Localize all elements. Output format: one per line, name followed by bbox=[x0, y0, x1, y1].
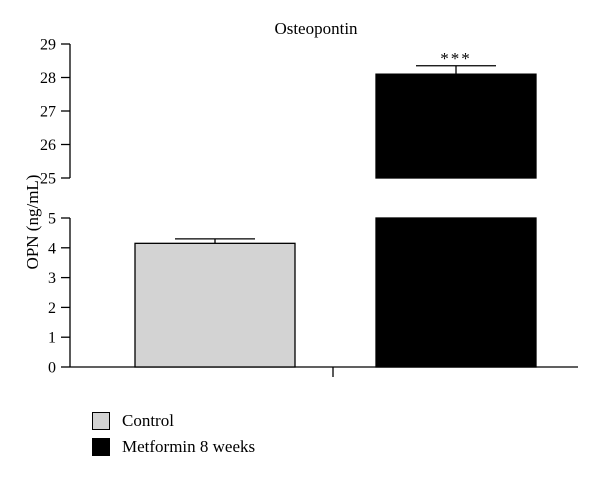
bars bbox=[134, 73, 537, 368]
legend-label-metformin: Metformin 8 weeks bbox=[122, 437, 256, 456]
y-tick-label: 1 bbox=[48, 330, 56, 347]
y-tick-label: 4 bbox=[48, 240, 56, 257]
y-tick-label: 3 bbox=[48, 270, 56, 287]
legend-label-control: Control bbox=[122, 411, 174, 430]
y-axis-label: OPN (ng/mL) bbox=[23, 175, 42, 270]
bar-0 bbox=[134, 242, 296, 368]
legend-item-control: Control bbox=[92, 409, 255, 433]
y-tick-label: 26 bbox=[40, 137, 56, 154]
legend-item-metformin: Metformin 8 weeks bbox=[92, 435, 255, 459]
y-tick-label: 28 bbox=[40, 70, 56, 87]
y-tick-label: 29 bbox=[40, 37, 56, 54]
y-tick-label: 5 bbox=[48, 211, 56, 228]
legend: Control Metformin 8 weeks bbox=[92, 409, 255, 461]
significance-label: *** bbox=[440, 49, 472, 68]
y-tick-label: 27 bbox=[40, 104, 56, 121]
chart-title: Osteopontin bbox=[274, 19, 358, 38]
bar-1-upper bbox=[375, 73, 537, 179]
y-tick-label: 2 bbox=[48, 300, 56, 317]
legend-swatch-metformin bbox=[92, 438, 110, 456]
bar-1-lower bbox=[375, 217, 537, 368]
y-tick-label: 25 bbox=[40, 171, 56, 188]
error-bars bbox=[175, 65, 496, 244]
legend-swatch-control bbox=[92, 412, 110, 430]
y-tick-label: 0 bbox=[48, 360, 56, 377]
significance-markers: *** bbox=[440, 49, 472, 68]
